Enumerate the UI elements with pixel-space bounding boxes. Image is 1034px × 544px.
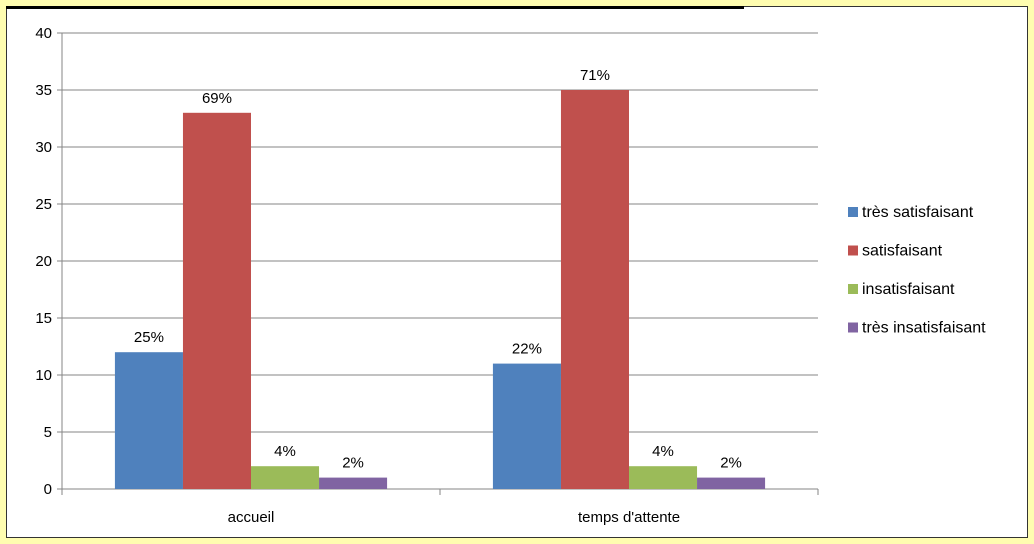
top-border-line: [6, 6, 744, 9]
y-tick-label: 15: [35, 310, 52, 327]
x-axis: accueil temps d'attente: [61, 488, 819, 526]
y-tick-label: 30: [35, 139, 52, 156]
legend-label: insatisfaisant: [862, 281, 955, 298]
x-category-label: temps d'attente: [578, 509, 680, 526]
y-tick-label: 0: [44, 481, 52, 498]
bar: [251, 466, 320, 489]
legend-swatch: [848, 322, 858, 333]
data-label: 22%: [512, 341, 542, 358]
bar: [629, 466, 698, 489]
legend: très satisfaisant satisfaisant insatisfais…: [848, 204, 986, 337]
y-tick-label: 5: [44, 424, 52, 441]
bar: [319, 477, 388, 489]
legend-swatch: [848, 245, 858, 256]
y-tick-label: 40: [35, 25, 52, 42]
data-label: 2%: [342, 455, 364, 472]
x-category-label: accueil: [228, 509, 275, 526]
y-tick-label: 35: [35, 82, 52, 99]
bars: [114, 90, 766, 490]
bar: [182, 112, 251, 490]
bar: [492, 363, 561, 489]
bar: [560, 90, 629, 489]
legend-label: très satisfaisant: [862, 204, 974, 221]
bar: [114, 352, 183, 489]
data-labels: 25% 22% 69% 71% 4% 4% 2% 2%: [134, 67, 742, 472]
data-label: 2%: [720, 455, 742, 472]
y-axis: 0 5 10 15 20 25 30 35 40: [35, 25, 63, 498]
data-label: 71%: [580, 67, 610, 84]
y-tick-label: 20: [35, 253, 52, 270]
legend-swatch: [848, 284, 858, 294]
data-label: 4%: [274, 443, 296, 460]
legend-label: très insatisfaisant: [862, 320, 986, 337]
legend-label: satisfaisant: [862, 243, 943, 260]
y-tick-label: 10: [35, 367, 52, 384]
legend-swatch: [848, 207, 858, 217]
data-label: 4%: [652, 443, 674, 460]
y-tick-label: 25: [35, 196, 52, 213]
data-label: 69%: [202, 90, 232, 107]
bar: [697, 477, 766, 489]
data-label: 25%: [134, 329, 164, 346]
